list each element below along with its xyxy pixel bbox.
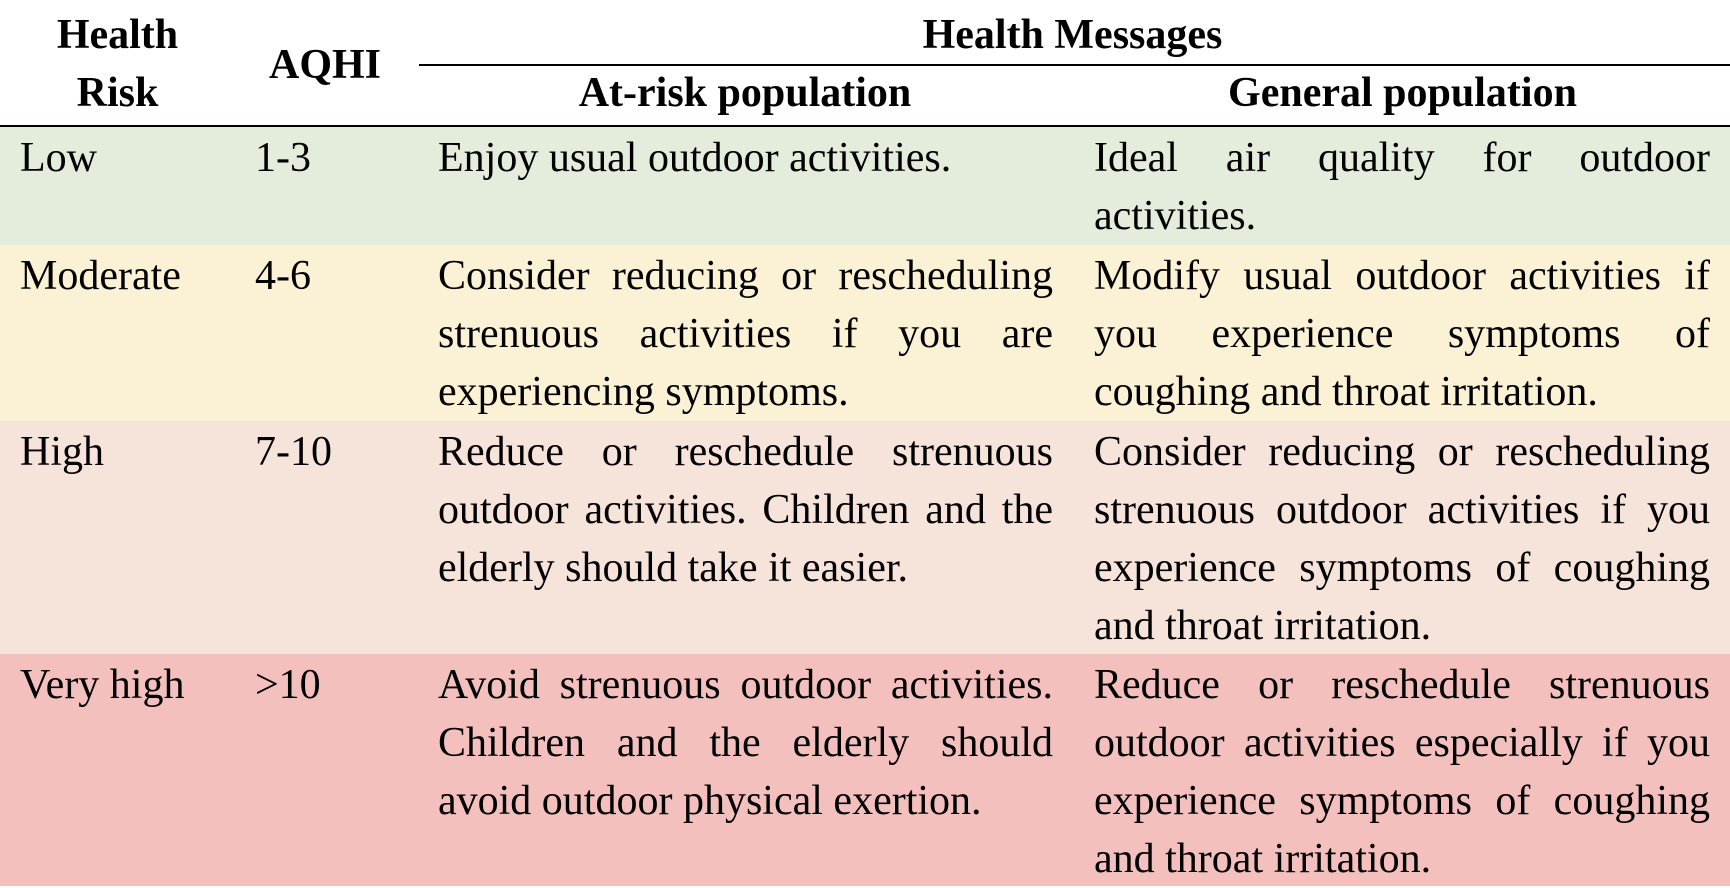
cell-aqhi: 4-6 [255,253,311,299]
cell-health-risk: Low [20,135,97,181]
header-at-risk-population: At-risk population [578,70,912,116]
cell-aqhi: 1-3 [255,135,311,181]
table-row: High 7-10 Reduce or reschedule strenuous… [0,421,1730,654]
header-aqhi: AQHI [268,42,381,88]
table-row: Moderate 4-6 Consider reducing or resche… [0,245,1730,421]
cell-at-risk-message: Enjoy usual outdoor activities. [438,135,952,181]
header-divider-line [419,64,1730,66]
cell-general-message: Modify usual outdoor activities if you e… [1094,253,1710,415]
header-general-population: General population [1228,70,1577,116]
cell-at-risk-message: Avoid strenuous outdoor activities. Chil… [438,662,1053,824]
table-header: Health Risk AQHI Health Messages At-risk… [0,0,1730,127]
header-health-messages: Health Messages [922,12,1223,58]
cell-at-risk-message: Reduce or reschedule strenuous outdoor a… [438,429,1053,591]
cell-health-risk: Moderate [20,253,181,299]
cell-general-message: Ideal air quality for outdoor activities… [1094,135,1710,239]
cell-health-risk: High [20,429,104,475]
header-health-risk: Health Risk [56,12,179,116]
cell-general-message: Reduce or reschedule strenuous outdoor a… [1094,662,1710,882]
cell-health-risk: Very high [20,662,185,708]
header-bottom-rule [0,125,1730,127]
cell-aqhi: >10 [255,662,321,708]
cell-aqhi: 7-10 [255,429,332,475]
cell-general-message: Consider reducing or rescheduling strenu… [1094,429,1710,649]
cell-at-risk-message: Consider reducing or rescheduling strenu… [438,253,1053,415]
table-row: Very high >10 Avoid strenuous outdoor ac… [0,654,1730,886]
table-row: Low 1-3 Enjoy usual outdoor activities. … [0,127,1730,245]
